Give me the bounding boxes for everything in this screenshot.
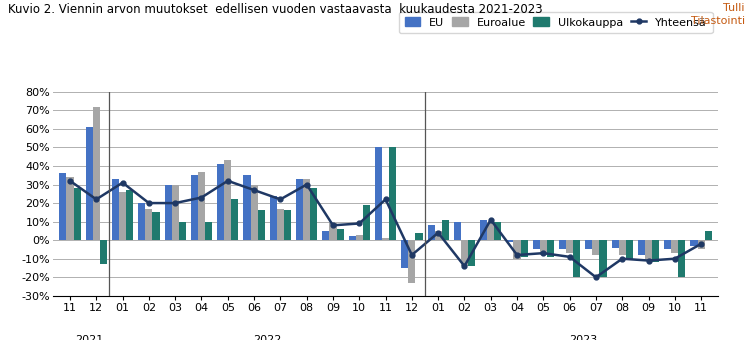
- Text: Kuvio 2. Viennin arvon muutokset  edellisen vuoden vastaavasta  kuukaudesta 2021: Kuvio 2. Viennin arvon muutokset edellis…: [8, 3, 542, 16]
- Bar: [250, 185, 258, 240]
- Bar: [408, 240, 415, 283]
- Bar: [165, 185, 172, 240]
- Bar: [671, 240, 678, 253]
- Bar: [112, 179, 119, 240]
- Bar: [119, 192, 126, 240]
- Bar: [612, 240, 618, 248]
- Bar: [690, 240, 698, 246]
- Bar: [375, 148, 382, 240]
- Bar: [487, 223, 494, 240]
- Bar: [652, 240, 659, 262]
- Bar: [645, 240, 652, 259]
- Bar: [461, 240, 468, 266]
- Bar: [618, 240, 626, 255]
- Bar: [547, 240, 554, 257]
- Bar: [172, 185, 178, 240]
- Bar: [336, 229, 344, 240]
- Bar: [205, 222, 212, 240]
- Bar: [356, 235, 363, 240]
- Bar: [296, 179, 303, 240]
- Bar: [217, 164, 225, 240]
- Bar: [100, 240, 107, 264]
- Bar: [573, 240, 581, 277]
- Bar: [480, 220, 487, 240]
- Bar: [145, 209, 153, 240]
- Bar: [60, 173, 67, 240]
- Bar: [277, 209, 284, 240]
- Bar: [533, 240, 540, 250]
- Bar: [494, 222, 501, 240]
- Bar: [363, 205, 370, 240]
- Bar: [382, 238, 389, 240]
- Bar: [258, 210, 265, 240]
- Bar: [678, 240, 686, 277]
- Bar: [153, 212, 160, 240]
- Bar: [454, 222, 461, 240]
- Bar: [401, 240, 408, 268]
- Text: 2023: 2023: [569, 335, 597, 340]
- Bar: [435, 231, 442, 240]
- Bar: [310, 188, 318, 240]
- Bar: [600, 240, 606, 277]
- Bar: [198, 172, 205, 240]
- Bar: [566, 240, 573, 253]
- Bar: [349, 236, 356, 240]
- Text: Tulli
Tilastointi: Tulli Tilastointi: [690, 3, 745, 26]
- Bar: [705, 231, 711, 240]
- Bar: [322, 231, 330, 240]
- Bar: [521, 240, 528, 257]
- Bar: [243, 175, 250, 240]
- Text: 2021: 2021: [76, 335, 104, 340]
- Bar: [540, 240, 547, 255]
- Bar: [427, 225, 435, 240]
- Bar: [330, 223, 336, 240]
- Bar: [270, 195, 277, 240]
- Bar: [415, 233, 423, 240]
- Bar: [225, 160, 231, 240]
- Bar: [191, 175, 198, 240]
- Bar: [507, 240, 513, 242]
- Bar: [442, 220, 449, 240]
- Bar: [626, 240, 633, 259]
- Bar: [93, 107, 100, 240]
- Bar: [67, 177, 73, 240]
- Bar: [468, 240, 475, 266]
- Bar: [389, 148, 396, 240]
- Text: 2022: 2022: [253, 335, 281, 340]
- Legend: EU, Euroalue, Ulkokauppa, Yhteensä: EU, Euroalue, Ulkokauppa, Yhteensä: [399, 12, 713, 33]
- Bar: [698, 240, 705, 250]
- Bar: [73, 188, 81, 240]
- Bar: [178, 222, 186, 240]
- Bar: [638, 240, 645, 255]
- Bar: [231, 199, 238, 240]
- Bar: [559, 240, 566, 250]
- Bar: [665, 240, 671, 250]
- Bar: [126, 190, 133, 240]
- Bar: [284, 210, 291, 240]
- Bar: [138, 203, 145, 240]
- Bar: [513, 240, 521, 259]
- Bar: [303, 179, 310, 240]
- Bar: [585, 240, 593, 250]
- Bar: [85, 127, 93, 240]
- Bar: [593, 240, 600, 255]
